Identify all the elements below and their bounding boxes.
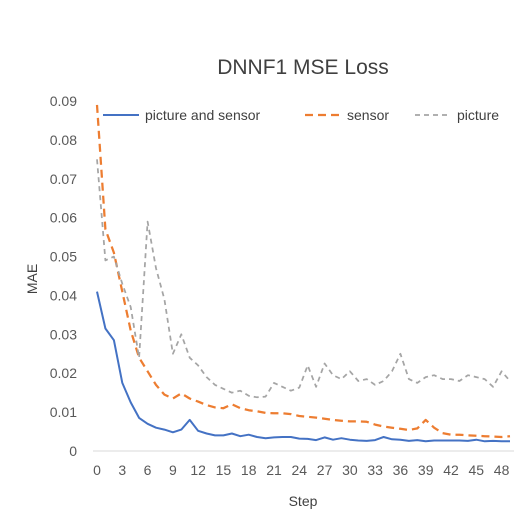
legend-label: picture [457, 107, 499, 123]
x-tick-label: 12 [190, 462, 206, 478]
series-picture-and-sensor [96, 291, 510, 443]
x-tick-label: 15 [216, 462, 232, 478]
y-tick-label: 0.06 [50, 210, 77, 226]
x-axis-ticks: 0 3 6 9 12 15 18 21 24 27 30 33 36 39 42 45 48 [93, 462, 509, 478]
x-axis-title: Step [289, 493, 318, 509]
x-tick-label: 42 [443, 462, 459, 478]
x-tick-label: 39 [418, 462, 434, 478]
y-tick-label: 0.03 [50, 326, 77, 342]
x-tick-label: 24 [291, 462, 307, 478]
series-line-sensor [95, 104, 511, 439]
y-tick-label: 0.05 [50, 249, 77, 265]
legend-label: sensor [347, 107, 389, 123]
y-tick-label: 0.07 [50, 171, 77, 187]
legend-label: picture and sensor [145, 107, 261, 123]
series-layer [95, 104, 511, 443]
series-sensor [95, 104, 511, 439]
x-tick-label: 27 [317, 462, 333, 478]
legend: picture and sensor sensor picture [103, 107, 499, 123]
legend-item-picture-and-sensor: picture and sensor [103, 107, 261, 123]
x-tick-label: 3 [118, 462, 126, 478]
x-tick-label: 36 [393, 462, 409, 478]
legend-item-sensor: sensor [305, 107, 389, 123]
series-picture [96, 159, 511, 399]
y-tick-label: 0.04 [50, 287, 77, 303]
y-tick-label: 0.02 [50, 365, 77, 381]
series-line-picture-and-sensor [96, 291, 510, 443]
x-tick-label: 45 [468, 462, 484, 478]
x-tick-label: 18 [241, 462, 257, 478]
x-tick-label: 30 [342, 462, 358, 478]
x-tick-label: 21 [266, 462, 282, 478]
y-tick-label: 0.08 [50, 132, 77, 148]
y-tick-label: 0.09 [50, 93, 77, 109]
x-tick-label: 33 [367, 462, 383, 478]
y-tick-label: 0 [69, 443, 77, 459]
x-tick-label: 9 [169, 462, 177, 478]
legend-item-picture: picture [415, 107, 499, 123]
x-tick-label: 6 [144, 462, 152, 478]
series-line-picture [96, 159, 511, 399]
y-axis-ticks: 0 0.01 0.02 0.03 0.04 0.05 0.06 0.07 0.08 0.09 [50, 93, 77, 459]
x-tick-label: 48 [494, 462, 510, 478]
y-axis-title: MAE [24, 264, 40, 294]
chart-title: DNNF1 MSE Loss [217, 56, 389, 79]
y-tick-label: 0.01 [50, 404, 77, 420]
x-tick-label: 0 [93, 462, 101, 478]
